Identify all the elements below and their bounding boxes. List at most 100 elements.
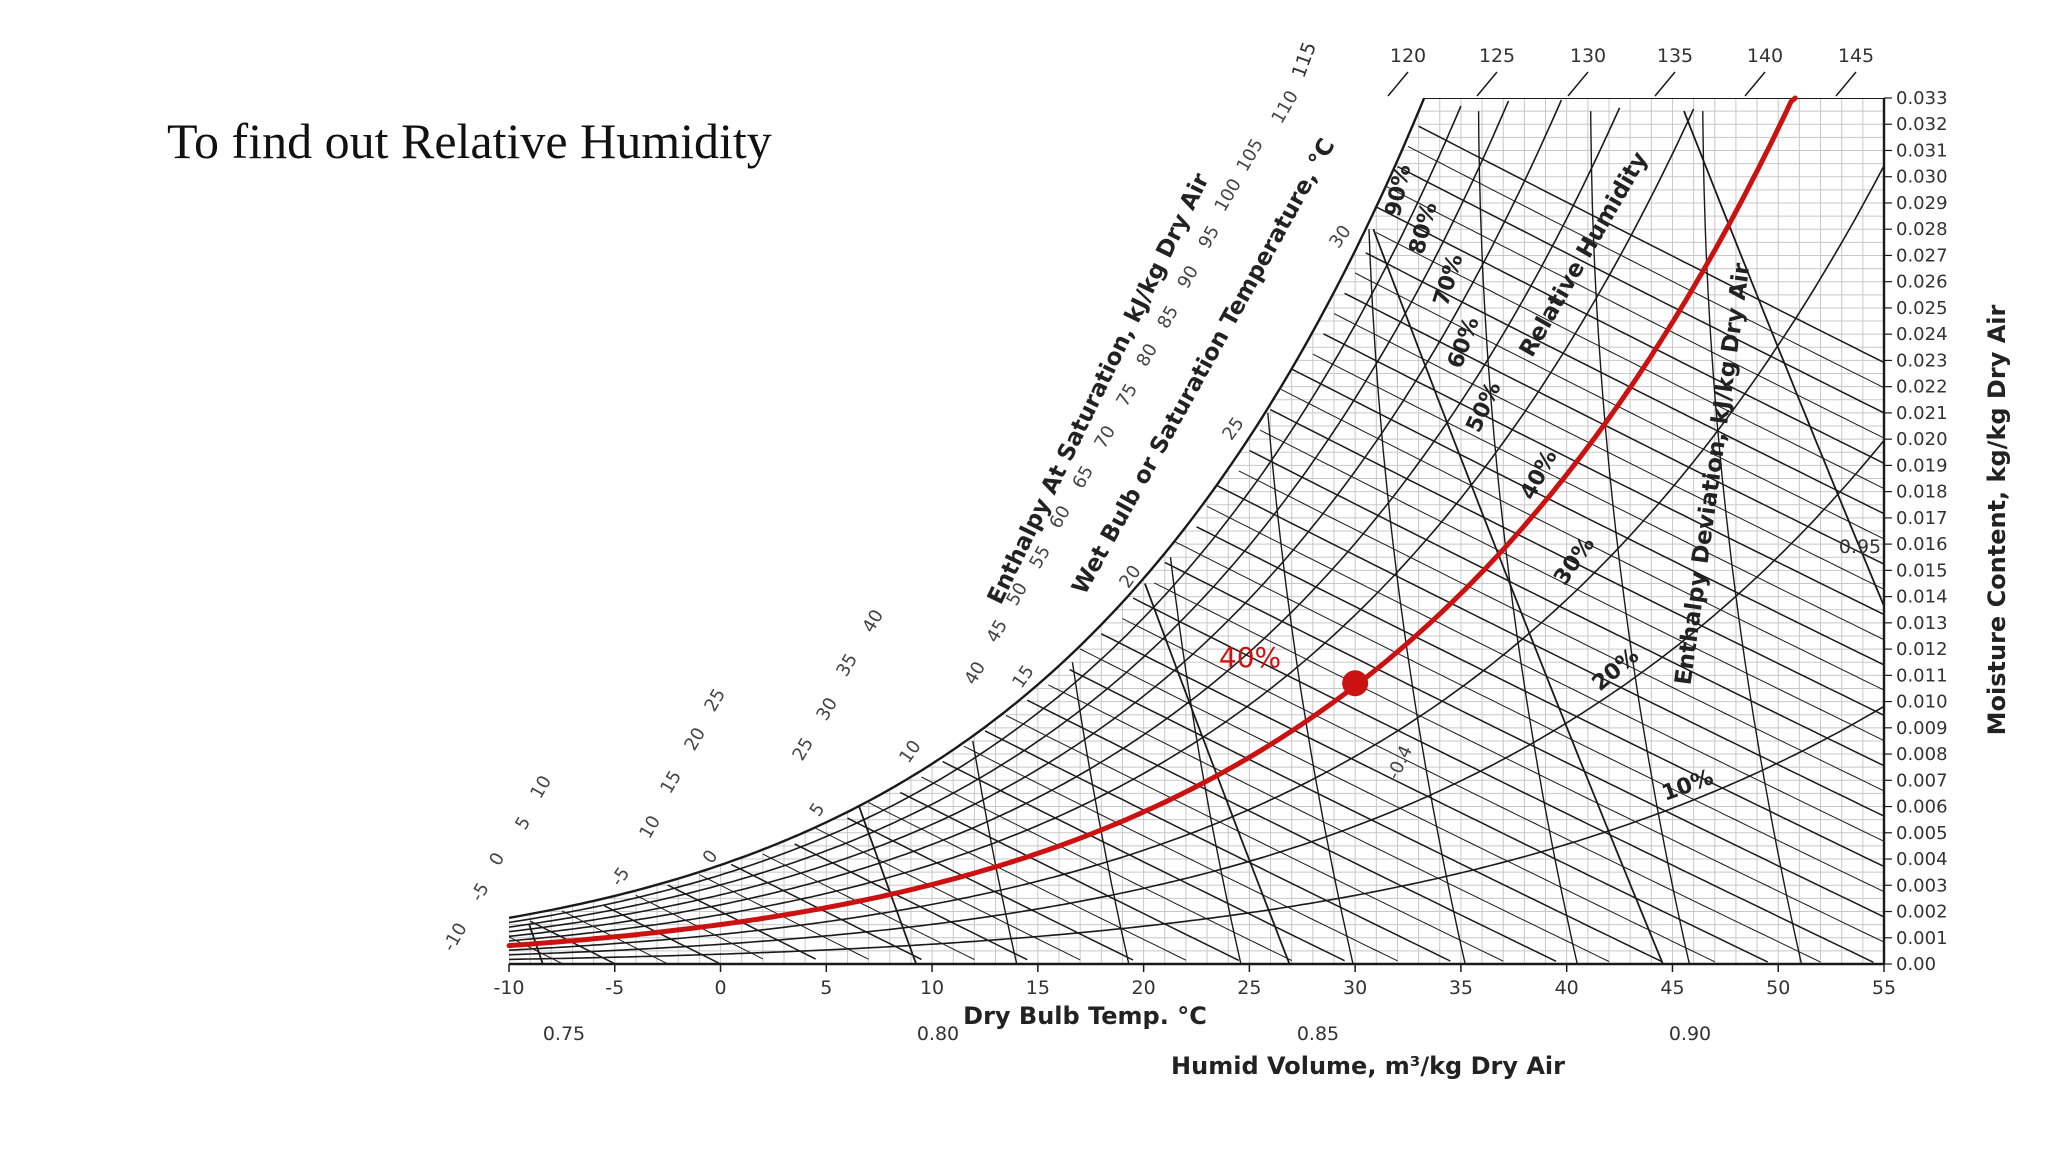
enthalpy-saturation-tick: 100 (1211, 175, 1246, 215)
rh-label-40: 40% (1516, 446, 1563, 504)
enthalpy-line (1397, 165, 1884, 414)
y-tick-label: 0.033 (1896, 88, 1948, 109)
enthalpy-saturation-tick: 110 (1268, 87, 1303, 127)
enthalpy-deviation-curve (1702, 111, 1803, 964)
enthalpy-line (868, 802, 1187, 961)
humid-volume-line-0.9 (1372, 228, 1664, 964)
enthalpy-line (1079, 648, 1716, 963)
enthalpy-deviation-curve (1267, 412, 1354, 964)
top-scale-tick (1387, 71, 1409, 97)
y-tick-label: 0.00 (1896, 954, 1936, 975)
top-scale-tick (1567, 71, 1589, 97)
y-tick-label: 0.030 (1896, 167, 1948, 188)
y-tick-label: 0.031 (1896, 140, 1948, 161)
y-tick-label: 0.007 (1896, 770, 1948, 791)
enthalpy-saturation-tick: 10 (635, 812, 665, 842)
y-tick-label: 0.009 (1896, 718, 1948, 739)
enthalpy-line (1238, 470, 1884, 792)
humid-volume-label: 0.90 (1669, 1023, 1711, 1045)
enthalpy-line (794, 843, 1028, 961)
x-tick-label: 25 (1237, 977, 1261, 999)
rh-curve-10 (509, 705, 1884, 961)
enthalpy-line (1249, 449, 1884, 767)
enthalpy-line (847, 817, 1134, 961)
enthalpy-saturation-tick: 25 (788, 734, 818, 764)
enthalpy-deviation-curve (972, 740, 1018, 964)
slide-title: To find out Relative Humidity (167, 113, 772, 169)
enthalpy-line (1100, 633, 1769, 963)
enthalpy-line (984, 730, 1451, 962)
enthalpy-saturation-tick: 85 (1153, 302, 1183, 332)
highlight-label: 40% (1219, 641, 1281, 674)
humid-volume-label: 0.95 (1839, 536, 1881, 558)
top-scale-label: 125 (1479, 45, 1515, 67)
rh-label-80: 80% (1405, 200, 1443, 257)
enthalpy-line (1069, 668, 1663, 963)
enthalpy-deviation-curve (1169, 557, 1242, 964)
enthalpy-line (1175, 541, 1884, 893)
y-tick-label: 0.016 (1896, 534, 1948, 555)
y-tick-label: 0.022 (1896, 377, 1948, 398)
enthalpy-saturation-tick: 10 (526, 772, 556, 802)
enthalpy-line (1048, 684, 1610, 962)
rh-curve-90 (509, 105, 1462, 924)
enthalpy-line (1164, 561, 1884, 918)
enthalpy-saturation-tick: 95 (1194, 222, 1224, 252)
wet-bulb-tick: 20 (1115, 561, 1145, 592)
y-tick-label: 0.002 (1896, 902, 1948, 923)
y-tick-label: 0.013 (1896, 613, 1948, 634)
enthalpy-saturation-tick: 40 (960, 658, 990, 688)
enthalpy-deviation-curve (1477, 111, 1578, 964)
y-tick-label: 0.027 (1896, 245, 1948, 266)
enthalpy-saturation-tick: 75 (1112, 380, 1142, 410)
rh-curve-20 (509, 439, 1884, 956)
y-tick-label: 0.018 (1896, 482, 1948, 503)
y-tick-label: 0.015 (1896, 560, 1948, 581)
enthalpy-line (963, 745, 1398, 962)
wet-bulb-tick: 25 (1218, 413, 1248, 444)
wet-bulb-tick: -5 (607, 863, 634, 890)
enthalpy-line (1122, 618, 1821, 963)
humid-volume-axis-label: Humid Volume, m³/kg Dry Air (1171, 1052, 1565, 1080)
enthalpy-deviation-curve (1071, 662, 1130, 964)
rh-curve-70 (509, 99, 1563, 933)
enthalpy-line (1386, 186, 1884, 439)
enthalpy-saturation-tick: 70 (1090, 422, 1120, 452)
enthalpy-saturation-tick: 0 (485, 849, 509, 869)
top-scale-label: 120 (1390, 45, 1426, 67)
chart-grid (509, 98, 1884, 964)
enthalpy-line (762, 853, 975, 960)
y-tick-label: 0.011 (1896, 665, 1948, 686)
x-tick-label: 0 (714, 977, 726, 999)
wet-bulb-tick: 10 (895, 736, 925, 767)
enthalpy-line (1291, 368, 1884, 666)
enthalpy-deviation-curve (1589, 111, 1691, 964)
enthalpy-line (815, 827, 1081, 961)
humid-volume-label: 0.85 (1297, 1023, 1339, 1045)
y-tick-label: 0.004 (1896, 849, 1948, 870)
enthalpy-line (1005, 715, 1504, 962)
enthalpy-deviation-curve (1368, 229, 1466, 964)
x-tick-label: 35 (1449, 977, 1473, 999)
enthalpy-saturation-tick: 25 (700, 685, 730, 715)
enthalpy-line (942, 760, 1345, 962)
enthalpy-line (921, 776, 1292, 961)
enthalpy-saturation-tick: 105 (1233, 135, 1268, 175)
enthalpy-saturation-tick: 80 (1132, 340, 1162, 370)
enthalpy-saturation-tick: 35 (832, 650, 862, 680)
enthalpy-saturation-tick: 5 (511, 813, 535, 833)
wet-bulb-tick: 30 (1325, 221, 1355, 252)
enthalpy-line (1196, 526, 1884, 868)
rh-axis-label: Relative Humidity (1515, 148, 1654, 362)
y-tick-label: 0.003 (1896, 875, 1948, 896)
enthalpy-line (1217, 485, 1884, 817)
wet-bulb-tick: 5 (806, 799, 830, 820)
rh-label-90: 90% (1381, 162, 1416, 219)
x-tick-label: 45 (1660, 977, 1684, 999)
x-tick-label: 15 (1026, 977, 1050, 999)
enthalpy-line (1132, 597, 1874, 963)
x-tick-label: 55 (1872, 977, 1896, 999)
enthalpy-line (1312, 353, 1884, 641)
x-tick-label: 30 (1343, 977, 1367, 999)
